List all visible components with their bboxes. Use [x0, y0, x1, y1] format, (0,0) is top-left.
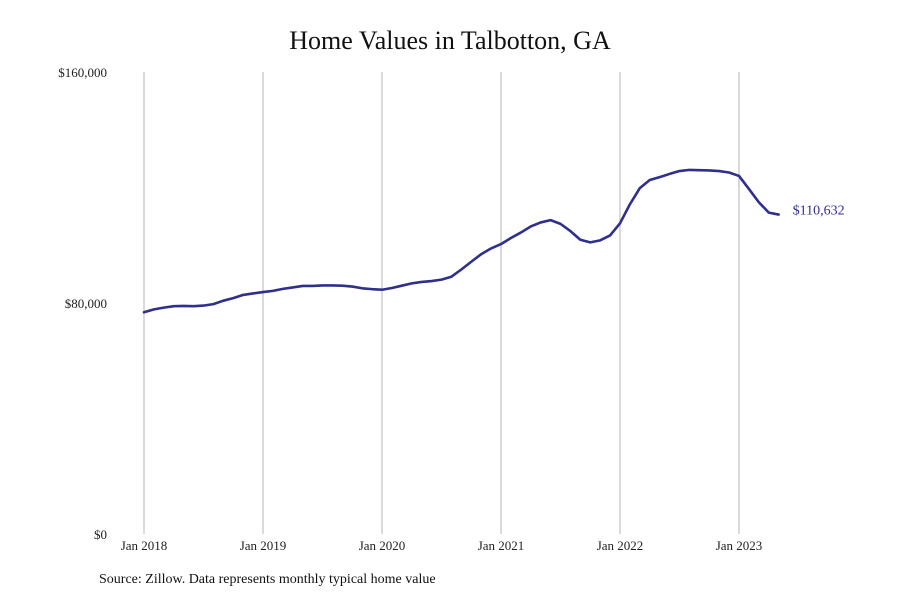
x-tick-label: Jan 2018	[121, 538, 168, 553]
y-tick-label: $80,000	[65, 296, 107, 311]
x-tick-label: Jan 2021	[478, 538, 525, 553]
x-tick-label: Jan 2022	[597, 538, 644, 553]
y-axis-tick-labels: $0 $80,000 $160,000	[58, 65, 107, 542]
x-tick-label: Jan 2023	[716, 538, 763, 553]
y-tick-label: $0	[94, 527, 107, 542]
series-end-value-label: $110,632	[793, 204, 845, 219]
y-tick-label: $160,000	[58, 65, 107, 80]
x-tick-label: Jan 2020	[359, 538, 406, 553]
x-axis-tick-labels: Jan 2018 Jan 2019 Jan 2020 Jan 2021 Jan 2022…	[121, 538, 763, 553]
source-note: Source: Zillow. Data represents monthly …	[99, 572, 436, 587]
chart-title: Home Values in Talbotton, GA	[289, 26, 611, 55]
x-tick-label: Jan 2019	[240, 538, 287, 553]
home-value-series-line	[142, 168, 780, 314]
grid-lines	[143, 72, 740, 534]
